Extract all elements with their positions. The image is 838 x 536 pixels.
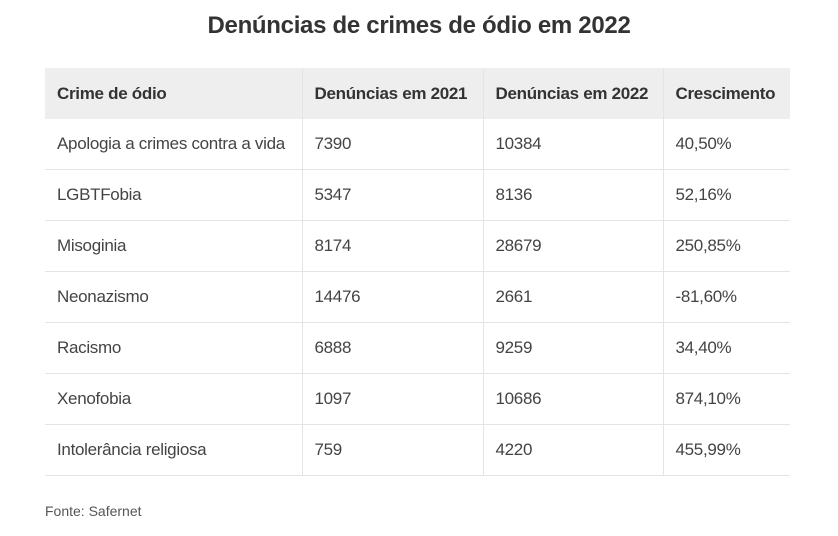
table-row: Intolerância religiosa 759 4220 455,99% [45,424,790,476]
column-header: Denúncias em 2021 [301,68,483,119]
data-table: Crime de ódio Denúncias em 2021 Denúncias … [45,68,790,476]
table-cell: Misoginia [45,220,302,272]
column-header: Crime de ódio [45,68,302,119]
table-cell: Xenofobia [45,373,302,425]
table-cell: 10384 [482,119,663,170]
table-cell: 8136 [482,169,663,221]
table-cell: 52,16% [662,169,790,221]
table-cell: Neonazismo [45,271,302,323]
table-cell: Racismo [45,322,302,374]
column-header: Denúncias em 2022 [482,68,663,119]
table-cell: 455,99% [662,424,790,476]
table-cell: 874,10% [662,373,790,425]
table-cell: 8174 [301,220,483,272]
table-row: LGBTFobia 5347 8136 52,16% [45,169,790,221]
table-cell: 9259 [482,322,663,374]
table-header-row: Crime de ódio Denúncias em 2021 Denúncias … [45,68,790,119]
table-cell: 28679 [482,220,663,272]
table-cell: 40,50% [662,119,790,170]
table-cell: 4220 [482,424,663,476]
column-header: Crescimento [662,68,790,119]
table-cell: -81,60% [662,271,790,323]
source-note: Fonte: Safernet [45,503,142,519]
table-row: Xenofobia 1097 10686 874,10% [45,373,790,425]
table-row: Neonazismo 14476 2661 -81,60% [45,271,790,323]
table-cell: 1097 [301,373,483,425]
table-cell: 34,40% [662,322,790,374]
table-cell: 10686 [482,373,663,425]
table-cell: 7390 [301,119,483,170]
table-cell: Apologia a crimes contra a vida [45,119,302,170]
table-cell: 2661 [482,271,663,323]
table-cell: 6888 [301,322,483,374]
table-row: Apologia a crimes contra a vida 7390 10384… [45,119,790,170]
table-cell: Intolerância religiosa [45,424,302,476]
table-row: Misoginia 8174 28679 250,85% [45,220,790,272]
table-cell: 5347 [301,169,483,221]
table-cell: 14476 [301,271,483,323]
page-title: Denúncias de crimes de ódio em 2022 [207,12,631,39]
table-cell: LGBTFobia [45,169,302,221]
table-cell: 759 [301,424,483,476]
table-row: Racismo 6888 9259 34,40% [45,322,790,374]
table-cell: 250,85% [662,220,790,272]
